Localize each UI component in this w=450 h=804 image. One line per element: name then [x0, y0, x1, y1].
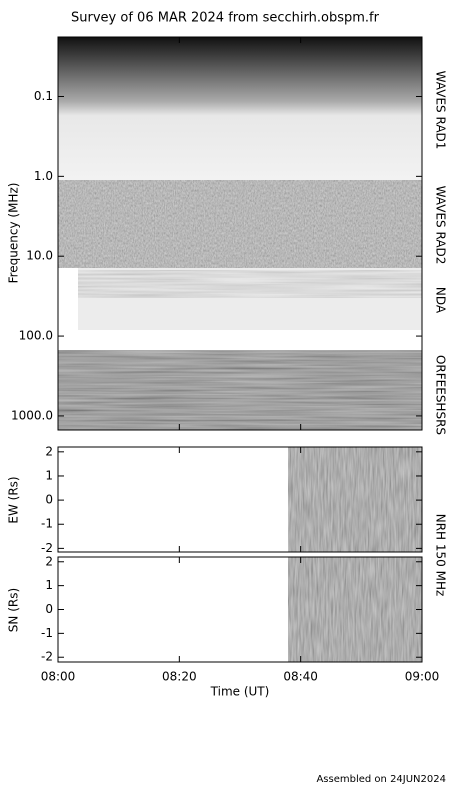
y-tick-label: -1	[41, 517, 53, 531]
y-tick-label: 0	[45, 602, 53, 616]
y-tick-label: 1.0	[34, 169, 53, 183]
x-tick-label: 08:00	[41, 670, 76, 684]
y-axis-label: Frequency (MHz)	[7, 183, 21, 284]
x-tick-label: 08:40	[283, 670, 318, 684]
instrument-label: WAVES RAD2	[434, 186, 448, 265]
instrument-label: WAVES RAD1	[434, 71, 448, 150]
nrh-image	[288, 447, 422, 662]
y-axis-label: EW (Rs)	[7, 476, 21, 523]
x-tick-label: 09:00	[405, 670, 440, 684]
y-tick-label: 0	[45, 493, 53, 507]
y-tick-label: 1000.0	[11, 408, 53, 422]
footer: Assembled on 24JUN2024	[316, 774, 446, 785]
x-tick-label: 08:20	[162, 670, 197, 684]
y-tick-label: -2	[41, 541, 53, 555]
y-tick-label: 2	[45, 554, 53, 568]
y-tick-label: 1	[45, 468, 53, 482]
y-tick-label: 0.1	[34, 89, 53, 103]
y-tick-label: -2	[41, 650, 53, 664]
instrument-label: ORFEESHSRS	[434, 355, 448, 435]
y-tick-label: 10.0	[26, 249, 53, 263]
instrument-label: NDA	[434, 287, 448, 314]
spectrogram-image	[58, 37, 422, 430]
y-tick-label: -1	[41, 626, 53, 640]
instrument-label: NRH 150 MHz	[434, 514, 448, 597]
y-tick-label: 1	[45, 578, 53, 592]
y-tick-label: 2	[45, 444, 53, 458]
x-axis-label: Time (UT)	[210, 685, 270, 699]
y-axis-label: SN (Rs)	[7, 588, 21, 632]
y-tick-label: 100.0	[19, 329, 53, 343]
chart-title: Survey of 06 MAR 2024 from secchirh.obsp…	[71, 11, 380, 26]
